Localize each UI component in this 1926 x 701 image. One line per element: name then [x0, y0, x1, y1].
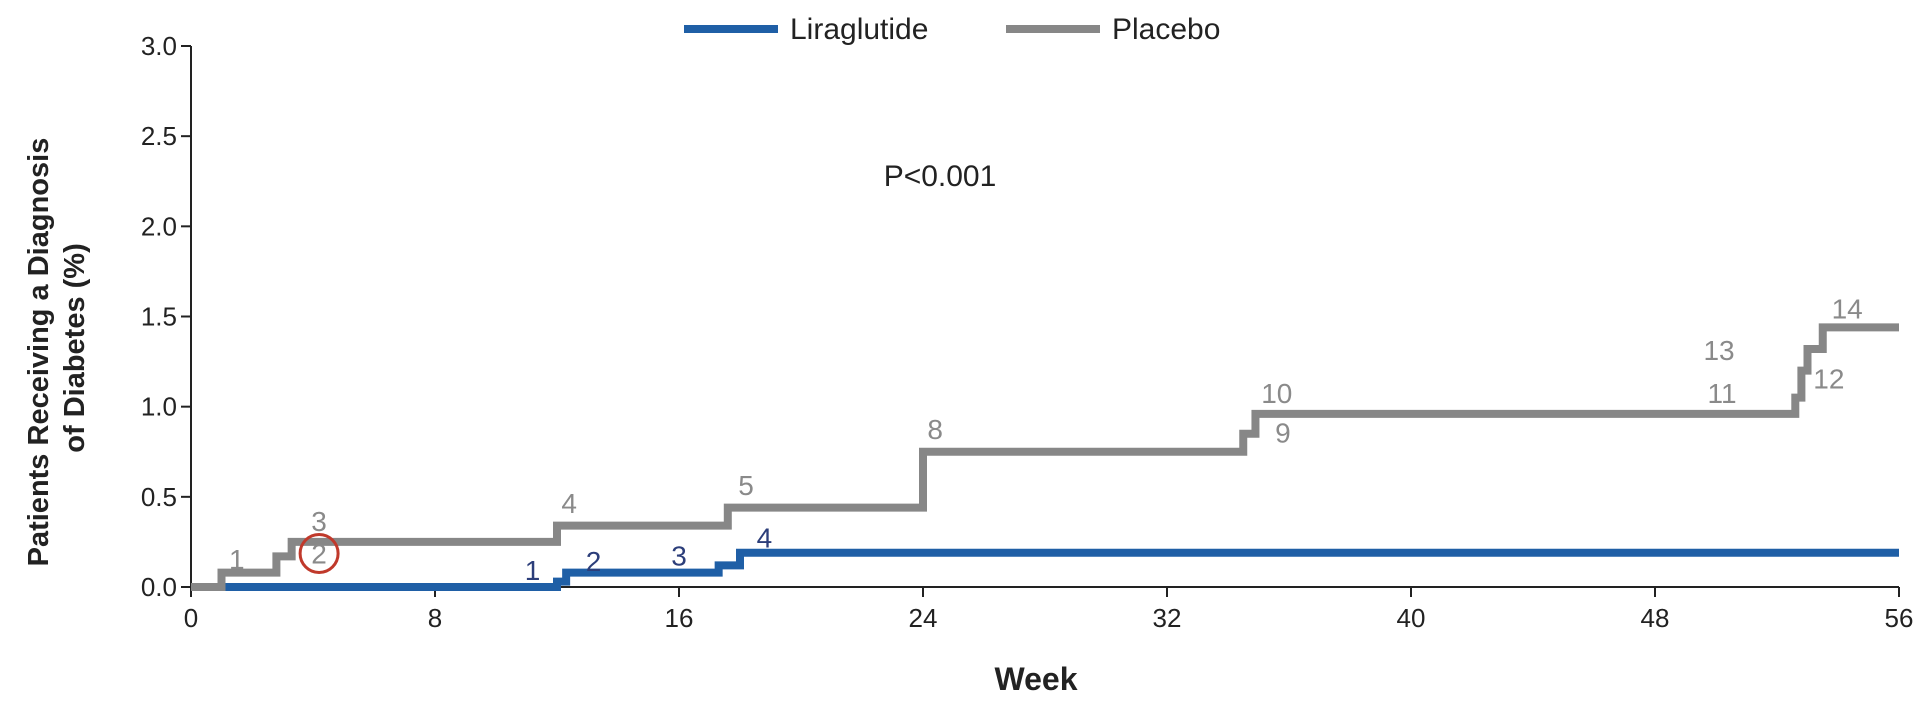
y-tick-label: 1.0	[141, 392, 177, 422]
liraglutide-event-label: 3	[671, 540, 687, 571]
liraglutide-event-label: 2	[586, 546, 602, 577]
x-tick-label: 8	[428, 603, 442, 633]
placebo-step-line	[191, 323, 1899, 591]
placebo-event-label: 4	[561, 488, 577, 519]
highlight-label: 2	[311, 539, 327, 570]
placebo-event-label: 5	[738, 470, 754, 501]
liraglutide-event-label: 4	[757, 522, 773, 553]
y-axis-title-line1: Patients Receiving a Diagnosis	[23, 138, 55, 567]
x-tick-label: 32	[1153, 603, 1182, 633]
y-tick-label: 0.5	[141, 482, 177, 512]
placebo-event-label: 13	[1703, 335, 1734, 366]
y-tick-label: 2.0	[141, 211, 177, 241]
y-tick-label: 0.0	[141, 572, 177, 602]
placebo-legend-label: Placebo	[1112, 13, 1220, 46]
x-tick-label: 56	[1885, 603, 1914, 633]
y-tick-label: 3.0	[141, 31, 177, 61]
axis-titles: Week Patients Receiving a Diagnosis of D…	[23, 130, 1078, 697]
placebo-event-label: 3	[311, 506, 327, 537]
x-tick-label: 40	[1397, 603, 1426, 633]
x-tick-label: 24	[909, 603, 938, 633]
legend: Liraglutide Placebo	[684, 13, 1220, 46]
x-tick-label: 0	[184, 603, 198, 633]
highlight-circle	[298, 533, 340, 575]
placebo-event-label: 12	[1813, 364, 1844, 395]
liraglutide-step-line	[191, 548, 1899, 591]
placebo-event-label: 1	[229, 544, 245, 575]
x-tick-label: 16	[665, 603, 694, 633]
p-value-annotation: P<0.001	[884, 160, 997, 193]
placebo-event-label: 14	[1832, 293, 1863, 324]
y-axis-title-line2: of Diabetes (%)	[59, 243, 91, 452]
x-tick-label: 48	[1641, 603, 1670, 633]
placebo-event-label: 10	[1261, 378, 1292, 409]
annotation-layer: P<0.001	[884, 160, 997, 193]
placebo-event-label: 9	[1275, 418, 1291, 449]
y-axis-title: Patients Receiving a Diagnosis of Diabet…	[23, 130, 91, 567]
x-axis-title: Week	[994, 661, 1077, 696]
liraglutide-legend-label: Liraglutide	[790, 13, 928, 46]
y-tick-label: 2.5	[141, 121, 177, 151]
placebo-event-label: 8	[927, 414, 943, 445]
y-tick-label: 1.5	[141, 302, 177, 332]
placebo-event-label: 11	[1708, 378, 1737, 409]
series-layer	[191, 323, 1899, 591]
liraglutide-event-label: 1	[525, 555, 541, 586]
